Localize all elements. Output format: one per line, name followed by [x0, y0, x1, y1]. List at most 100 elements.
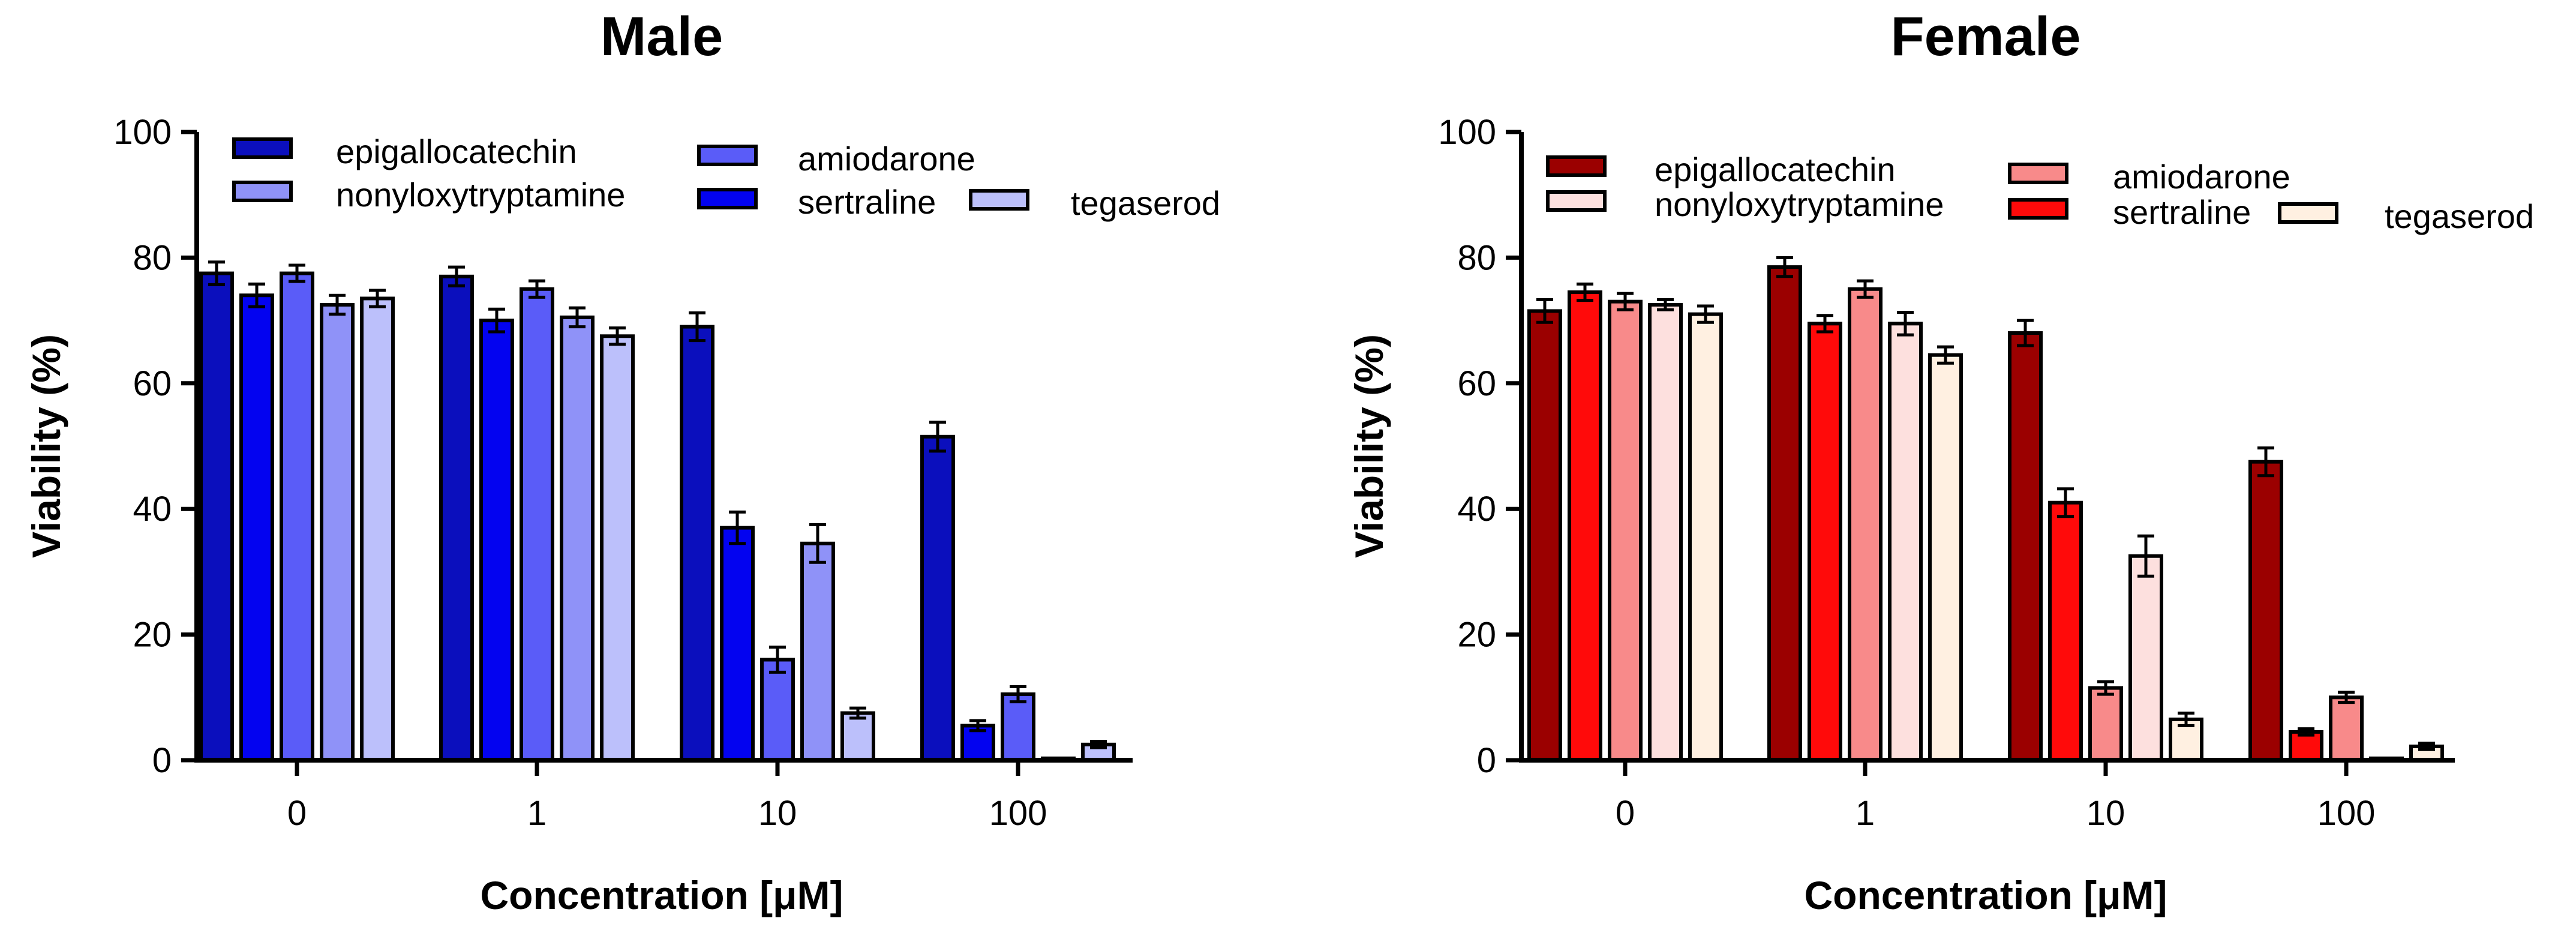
- male-bar-sertraline-1: [479, 319, 514, 762]
- female-bar-sertraline-1: [1808, 322, 1842, 762]
- female-bar-epigallocatechin-100: [2248, 460, 2283, 762]
- male-errorbar-nonyloxytryptamine-0: [329, 293, 346, 316]
- male-y-axis-title: Viability (%): [24, 334, 68, 558]
- female-bar-epigallocatechin-0: [1527, 309, 1562, 762]
- female-bar-nonyloxytryptamine-10: [2128, 554, 2163, 762]
- male-errorbar-epigallocatechin-100: [929, 421, 946, 453]
- male-y-tick-label-0: 0: [152, 741, 172, 780]
- male-errorbar-epigallocatechin-0: [208, 260, 225, 286]
- male-errorbar-tegaserod-100: [1090, 740, 1107, 749]
- female-x-tick-label-100: 100: [2317, 794, 2376, 833]
- male-x-tick-label-10: 10: [758, 794, 797, 833]
- female-errorbar-sertraline-10: [2057, 487, 2074, 518]
- legend-label-nonyloxytryptamine: nonyloxytryptamine: [336, 176, 625, 214]
- male-bar-tegaserod-0: [360, 296, 395, 762]
- male-bar-amiodarone-1: [520, 287, 554, 762]
- female-bar-tegaserod-1: [1928, 353, 1963, 762]
- male-bar-epigallocatechin-0: [199, 271, 234, 762]
- legend-label-sertraline: sertraline: [2113, 193, 2251, 231]
- legend-swatch-tegaserod: [969, 189, 1029, 211]
- male-errorbar-amiodarone-0: [289, 263, 305, 283]
- female-bar-epigallocatechin-1: [1767, 265, 1802, 763]
- male-errorbar-tegaserod-1: [609, 326, 626, 346]
- female-errorbar-amiodarone-1: [1857, 279, 1874, 299]
- legend-label-amiodarone: amiodarone: [798, 140, 975, 178]
- male-chart: Male 0 20 40 60 80 100 0 1 10 100 Viability (%) Conc…: [24, 6, 1220, 917]
- female-errorbar-tegaserod-1: [1937, 345, 1954, 365]
- female-bar-tegaserod-0: [1688, 312, 1723, 762]
- female-bar-amiodarone-100: [2329, 695, 2364, 763]
- female-errorbar-epigallocatechin-0: [1536, 298, 1553, 324]
- male-chart-title: Male: [601, 6, 723, 67]
- female-y-tick-label-60: 60: [1457, 364, 1496, 403]
- female-y-tick-label-100: 100: [1438, 113, 1496, 152]
- female-errorbar-epigallocatechin-1: [1776, 256, 1793, 278]
- legend-swatch-tegaserod: [2278, 202, 2338, 224]
- male-bar-nonyloxytryptamine-0: [320, 302, 355, 762]
- male-x-tick-label-0: 0: [287, 794, 307, 833]
- male-bar-nonyloxytryptamine-10: [800, 541, 835, 762]
- female-bar-amiodarone-0: [1608, 299, 1643, 762]
- legend-swatch-sertraline: [697, 188, 758, 209]
- legend-swatch-nonyloxytryptamine: [1546, 190, 1607, 212]
- legend-label-tegaserod: tegaserod: [1071, 184, 1220, 222]
- female-errorbar-sertraline-100: [2298, 727, 2314, 737]
- male-x-axis-title: Concentration [μM]: [481, 873, 843, 917]
- legend-label-epigallocatechin: epigallocatechin: [1655, 151, 1896, 188]
- female-errorbar-epigallocatechin-100: [2257, 446, 2274, 478]
- female-errorbar-sertraline-0: [1577, 282, 1593, 302]
- male-errorbar-epigallocatechin-10: [689, 311, 705, 343]
- male-y-tick-label-20: 20: [133, 616, 172, 655]
- female-errorbar-sertraline-1: [1817, 314, 1833, 334]
- female-errorbar-amiodarone-100: [2338, 691, 2355, 704]
- male-y-tick-label-100: 100: [113, 113, 172, 152]
- female-bar-epigallocatechin-10: [2008, 331, 2043, 762]
- female-errorbar-nonyloxytryptamine-1: [1897, 310, 1914, 337]
- male-legend: epigallocatechin nonyloxytryptamine amioda…: [232, 133, 1220, 222]
- female-bar-nonyloxytryptamine-1: [1888, 322, 1923, 762]
- male-y-tick-label-60: 60: [133, 364, 172, 403]
- female-chart-title: Female: [1890, 6, 2080, 67]
- female-bar-nonyloxytryptamine-0: [1648, 302, 1683, 762]
- female-errorbar-tegaserod-0: [1697, 304, 1714, 324]
- male-errorbar-nonyloxytryptamine-10: [809, 523, 826, 564]
- female-y-tick-label-40: 40: [1457, 490, 1496, 529]
- male-errorbar-tegaserod-0: [369, 289, 386, 308]
- male-bar-epigallocatechin-100: [920, 434, 955, 762]
- female-bar-sertraline-0: [1568, 290, 1602, 762]
- male-bar-tegaserod-10: [840, 711, 875, 762]
- female-x-tick-label-0: 0: [1616, 794, 1635, 833]
- male-errorbar-epigallocatechin-1: [448, 265, 465, 288]
- male-errorbar-amiodarone-1: [529, 279, 545, 299]
- female-x-axis-title: Concentration [μM]: [1805, 873, 2167, 917]
- female-errorbar-nonyloxytryptamine-10: [2137, 534, 2154, 578]
- male-bar-epigallocatechin-10: [680, 325, 714, 762]
- female-y-tick-label-0: 0: [1477, 741, 1496, 780]
- legend-swatch-sertraline: [2008, 198, 2068, 220]
- female-errorbar-amiodarone-10: [2097, 680, 2114, 696]
- legend-swatch-amiodarone: [2008, 163, 2068, 184]
- male-errorbar-tegaserod-10: [849, 706, 866, 720]
- legend-label-amiodarone: amiodarone: [2113, 158, 2290, 196]
- legend-label-nonyloxytryptamine: nonyloxytryptamine: [1655, 185, 1944, 223]
- female-errorbar-tegaserod-100: [2418, 742, 2435, 751]
- female-x-tick-label-10: 10: [2086, 794, 2125, 833]
- female-errorbar-tegaserod-10: [2178, 711, 2194, 727]
- male-bar-sertraline-0: [239, 293, 274, 763]
- female-x-tick-label-1: 1: [1856, 794, 1875, 833]
- male-errorbar-sertraline-0: [248, 282, 265, 308]
- female-y-axis-title: Viability (%): [1347, 334, 1391, 558]
- male-x-tick-label-1: 1: [527, 794, 547, 833]
- legend-swatch-epigallocatechin: [1546, 155, 1607, 177]
- male-x-tick-label-100: 100: [989, 794, 1047, 833]
- female-chart: Female 0 20 40 60 80 100 0 1 10 100 Viability (%) Co…: [1347, 6, 2534, 917]
- male-errorbar-nonyloxytryptamine-1: [569, 306, 586, 329]
- male-bar-epigallocatechin-1: [439, 274, 474, 762]
- female-errorbar-amiodarone-0: [1617, 292, 1634, 311]
- male-errorbar-sertraline-1: [488, 307, 505, 334]
- legend-swatch-epigallocatechin: [232, 137, 293, 159]
- legend-swatch-nonyloxytryptamine: [232, 181, 293, 202]
- male-errorbar-sertraline-100: [969, 719, 986, 733]
